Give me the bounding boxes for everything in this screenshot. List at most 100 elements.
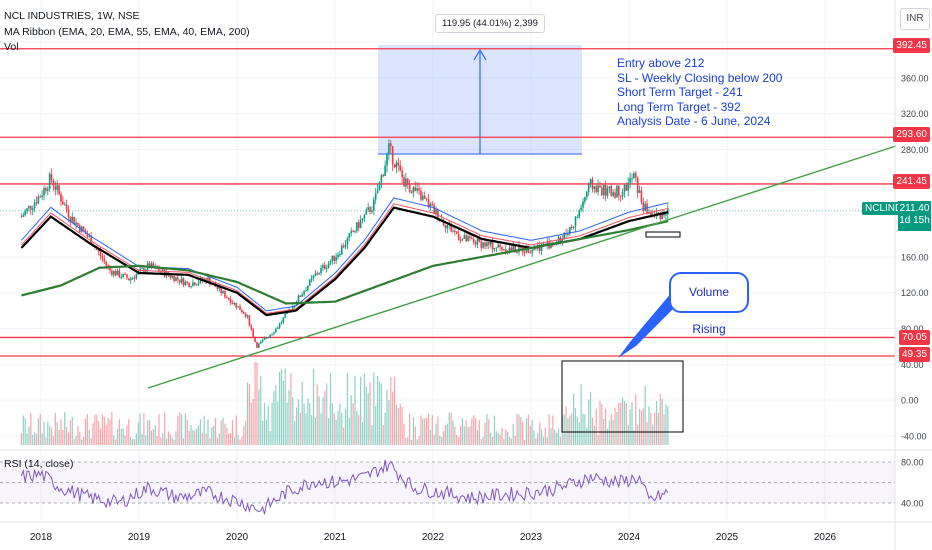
volume-bar bbox=[263, 402, 266, 445]
volume-bar bbox=[540, 429, 543, 445]
volume-bar bbox=[45, 437, 47, 445]
candle-body bbox=[599, 185, 601, 188]
volume-bar bbox=[82, 436, 85, 445]
volume-bar bbox=[459, 426, 462, 445]
volume-bar bbox=[165, 438, 168, 445]
candle-body bbox=[178, 279, 181, 283]
volume-bar bbox=[58, 429, 60, 445]
volume-bar bbox=[99, 428, 102, 445]
candle-body bbox=[636, 177, 639, 193]
volume-bar bbox=[171, 437, 173, 445]
volume-bar bbox=[131, 439, 134, 445]
volume-bar bbox=[474, 418, 477, 445]
volume-bar bbox=[350, 395, 352, 445]
candle-body bbox=[423, 195, 426, 199]
candle-body bbox=[480, 241, 483, 248]
candle-body bbox=[514, 245, 516, 253]
candle-body bbox=[399, 165, 402, 171]
volume-bar bbox=[333, 413, 335, 445]
candle-body bbox=[312, 275, 315, 278]
horizontal-levels bbox=[0, 48, 895, 357]
candle-body bbox=[152, 263, 155, 268]
candle-body bbox=[33, 202, 36, 209]
volume-bar bbox=[380, 383, 382, 445]
volume-bar bbox=[454, 426, 456, 445]
volume-bar bbox=[175, 431, 177, 445]
price-tick-label: 120.00 bbox=[901, 288, 929, 298]
volume-bar bbox=[458, 436, 460, 445]
volume-bar bbox=[501, 427, 503, 445]
volume-bar bbox=[312, 368, 315, 445]
volume-bar bbox=[145, 435, 147, 445]
time-tick-label: 2021 bbox=[324, 532, 347, 543]
candle-body bbox=[597, 185, 599, 193]
volume-bar bbox=[484, 422, 486, 445]
candle-body bbox=[48, 173, 51, 189]
candle-body bbox=[71, 217, 74, 222]
candle-body bbox=[322, 265, 324, 269]
volume-bar bbox=[388, 400, 390, 445]
volume-bar bbox=[109, 419, 111, 445]
volume-bar bbox=[646, 422, 648, 445]
volume-bar bbox=[297, 399, 300, 445]
candle-body bbox=[642, 202, 645, 211]
candle-body bbox=[435, 209, 437, 215]
volume-bar bbox=[194, 430, 196, 445]
volume-bar bbox=[226, 427, 228, 445]
volume-bar bbox=[177, 415, 179, 445]
candle-body bbox=[120, 277, 123, 279]
candle-body bbox=[335, 257, 337, 261]
candle-body bbox=[276, 327, 279, 329]
candle-body bbox=[114, 271, 117, 276]
candle-body bbox=[405, 178, 407, 187]
candle-body bbox=[133, 277, 136, 279]
volume-bar bbox=[548, 413, 550, 445]
symbol-tag: NCLIND bbox=[862, 202, 906, 215]
volume-bar bbox=[589, 391, 592, 445]
volume-bar bbox=[510, 438, 512, 445]
volume-bar bbox=[601, 403, 603, 445]
volume-bar bbox=[595, 408, 597, 445]
volume-bar bbox=[305, 413, 307, 445]
candle-body bbox=[148, 263, 151, 268]
volume-bar bbox=[71, 416, 73, 445]
volume-bar bbox=[390, 376, 392, 445]
volume-callout: Volume Rising bbox=[669, 272, 749, 336]
volume-bar bbox=[128, 419, 130, 445]
candle-body bbox=[563, 232, 565, 239]
candle-body bbox=[143, 268, 145, 273]
candle-body bbox=[452, 230, 454, 232]
volume-bar bbox=[307, 398, 309, 445]
volume-bar bbox=[47, 421, 49, 445]
candle-body bbox=[325, 267, 328, 269]
candle-body bbox=[28, 206, 30, 209]
candle-body bbox=[576, 217, 579, 219]
volume-bar bbox=[352, 403, 354, 445]
volume-bar bbox=[96, 414, 98, 445]
volume-bar bbox=[211, 427, 213, 445]
volume-bar bbox=[382, 425, 384, 445]
candle-body bbox=[425, 198, 428, 200]
volume-bar bbox=[120, 428, 122, 445]
volume-bar bbox=[467, 426, 469, 445]
candle-body bbox=[190, 286, 192, 288]
volume-bar bbox=[550, 428, 552, 445]
candle-body bbox=[101, 256, 104, 259]
candle-body bbox=[361, 218, 364, 221]
candle-body bbox=[337, 254, 339, 258]
candle-body bbox=[393, 164, 396, 168]
volume-bar bbox=[107, 418, 109, 445]
volume-bar bbox=[290, 373, 292, 445]
price-tick-label: 80.00 bbox=[901, 324, 924, 334]
candle-body bbox=[378, 181, 381, 191]
candle-body bbox=[408, 185, 411, 192]
volume-bar bbox=[77, 426, 79, 445]
volume-bar bbox=[559, 436, 561, 445]
candle-body bbox=[184, 281, 187, 286]
currency-button[interactable]: INR bbox=[900, 8, 930, 30]
volume-bar bbox=[141, 434, 143, 445]
candle-body bbox=[572, 226, 575, 228]
candle-body bbox=[224, 291, 226, 298]
